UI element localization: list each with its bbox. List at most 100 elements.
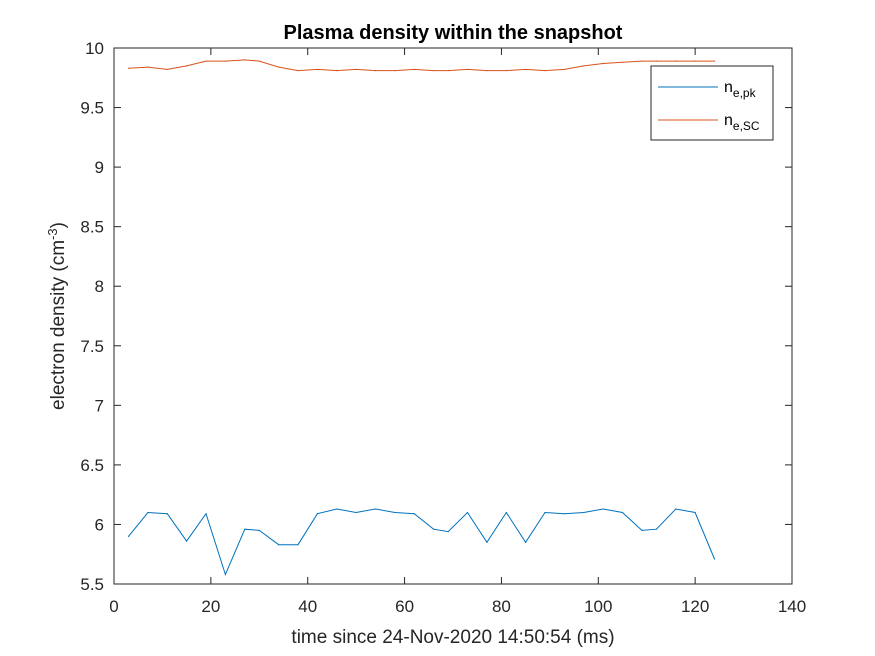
series-layer	[127, 59, 716, 576]
data-point-ne-pk	[694, 511, 696, 514]
data-point-ne-pk	[205, 513, 207, 515]
data-point-ne-sc	[525, 68, 527, 71]
data-point-ne-sc	[641, 60, 643, 62]
data-point-ne-sc	[258, 60, 260, 62]
data-point-ne-sc	[583, 65, 585, 67]
legend-label-ne-sc: ne,SC	[724, 112, 760, 133]
legend-label-ne-pk-base: n	[724, 79, 733, 96]
y-axis-label: electron density (cm-3)	[45, 222, 70, 410]
data-point-ne-pk	[466, 511, 469, 514]
data-point-ne-sc	[413, 68, 415, 71]
data-point-ne-sc	[355, 68, 357, 71]
data-point-ne-pk	[713, 558, 716, 560]
data-point-ne-pk	[166, 513, 168, 515]
data-point-ne-sc	[147, 66, 149, 68]
x-tick-label: 60	[395, 597, 414, 616]
data-point-ne-pk	[127, 535, 130, 537]
data-point-ne-pk	[675, 508, 677, 510]
legend-label-ne-pk: ne,pk	[724, 79, 757, 100]
data-point-ne-sc	[224, 60, 226, 62]
y-tick-label: 9	[95, 158, 104, 177]
data-point-ne-pk	[413, 513, 415, 515]
y-tick-label: 10	[85, 39, 104, 58]
data-point-ne-sc	[186, 65, 188, 67]
axis-ticks: 0 20 40 60 80 100 120 140 5.5 6 6.5 7 7.5 8 8.5 9 9.5 10	[80, 39, 806, 616]
chart-title: Plasma density within the snapshot	[284, 22, 623, 44]
legend-box	[650, 65, 774, 141]
data-point-ne-pk	[447, 530, 449, 533]
y-axis-label-main: electron density (cm	[48, 240, 69, 410]
data-point-ne-pk	[544, 511, 546, 514]
data-point-ne-sc	[166, 68, 168, 71]
y-axis-label-exponent: -3	[45, 228, 60, 240]
legend: ne,pk ne,SC	[650, 65, 774, 141]
series-line-ne-pk	[128, 508, 715, 576]
data-point-ne-pk	[486, 541, 488, 543]
data-point-ne-pk	[583, 511, 585, 514]
data-point-ne-pk	[563, 513, 565, 515]
data-point-ne-pk	[147, 511, 149, 514]
data-point-ne-sc	[694, 60, 696, 62]
data-point-ne-pk	[602, 508, 604, 510]
data-point-ne-sc	[278, 66, 280, 68]
data-point-ne-pk	[641, 529, 643, 532]
data-point-ne-pk	[394, 511, 396, 514]
data-point-ne-pk	[278, 544, 280, 546]
data-point-ne-pk	[621, 511, 624, 514]
data-point-ne-sc	[336, 70, 338, 72]
data-point-ne-pk	[505, 511, 507, 514]
data-point-ne-sc	[205, 60, 207, 62]
data-point-ne-sc	[244, 59, 246, 61]
legend-label-ne-sc-base: n	[724, 112, 733, 129]
data-point-ne-pk	[297, 544, 299, 546]
data-point-ne-pk	[525, 541, 527, 543]
y-tick-label: 8.5	[80, 218, 104, 237]
x-tick-label: 40	[298, 597, 317, 616]
y-tick-label: 7.5	[80, 337, 104, 356]
data-point-ne-pk	[655, 528, 658, 530]
data-point-ne-pk	[244, 528, 246, 530]
data-point-ne-pk	[258, 529, 260, 532]
y-axis-label-end: )	[48, 222, 69, 228]
data-point-ne-pk	[224, 573, 226, 576]
y-tick-label: 6	[95, 515, 104, 534]
x-tick-label: 80	[492, 597, 511, 616]
data-point-ne-sc	[655, 60, 658, 62]
data-point-ne-sc	[713, 60, 716, 62]
series-line-ne-sc	[128, 59, 715, 72]
data-point-ne-sc	[486, 70, 488, 72]
legend-label-ne-sc-sub: e,SC	[733, 119, 760, 133]
data-point-ne-sc	[374, 70, 377, 72]
x-tick-label: 140	[778, 597, 806, 616]
legend-label-ne-pk-sub: e,pk	[733, 86, 757, 100]
y-tick-label: 5.5	[80, 575, 104, 594]
x-tick-label: 120	[681, 597, 709, 616]
data-point-ne-pk	[186, 540, 188, 542]
data-point-ne-sc	[675, 60, 677, 62]
x-tick-label: 100	[584, 597, 612, 616]
data-point-ne-pk	[374, 508, 377, 510]
data-point-ne-pk	[316, 513, 318, 515]
y-tick-label: 7	[95, 396, 104, 415]
data-point-ne-sc	[621, 61, 624, 63]
data-point-ne-sc	[563, 68, 565, 71]
x-axis-label: time since 24-Nov-2020 14:50:54 (ms)	[291, 627, 614, 648]
data-point-ne-sc	[433, 70, 435, 72]
data-point-ne-pk	[433, 528, 435, 530]
y-tick-label: 8	[95, 277, 104, 296]
data-point-ne-pk	[336, 508, 338, 510]
data-point-ne-sc	[447, 70, 449, 72]
data-point-ne-sc	[297, 70, 299, 72]
y-tick-label: 9.5	[80, 99, 104, 118]
data-point-ne-sc	[602, 62, 604, 65]
data-point-ne-sc	[316, 68, 318, 71]
data-point-ne-sc	[127, 67, 130, 69]
data-point-ne-sc	[544, 70, 546, 72]
data-point-ne-sc	[505, 70, 507, 72]
x-tick-label: 20	[201, 597, 220, 616]
data-point-ne-pk	[355, 511, 357, 514]
data-point-ne-sc	[466, 68, 469, 71]
y-tick-label: 6.5	[80, 456, 104, 475]
x-tick-label: 0	[109, 597, 118, 616]
